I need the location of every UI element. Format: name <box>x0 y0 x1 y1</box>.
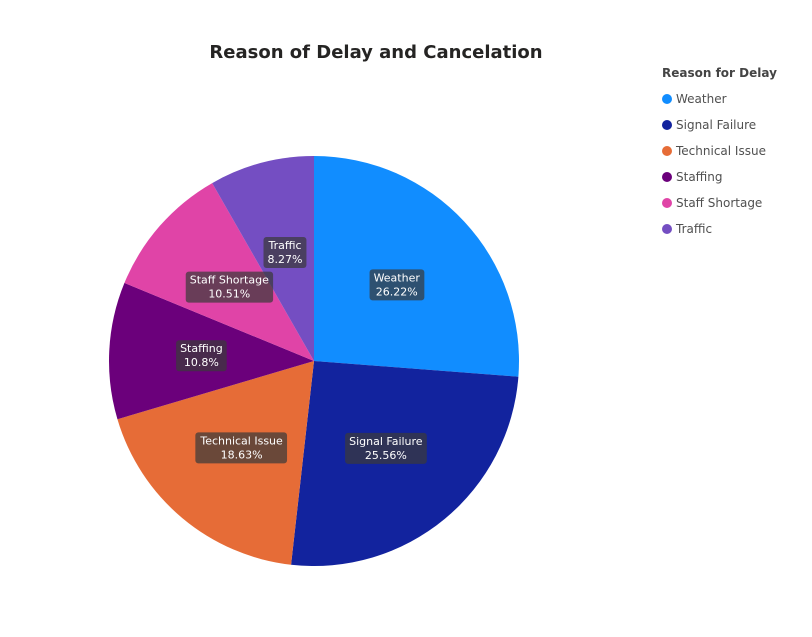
slice-label-name: Weather <box>374 271 421 284</box>
legend-marker <box>662 172 672 182</box>
slice-label-name: Signal Failure <box>349 435 423 448</box>
legend-marker <box>662 198 672 208</box>
legend-label: Technical Issue <box>676 144 766 158</box>
slice-label-percent: 25.56% <box>365 449 407 462</box>
legend-items: Weather Signal Failure Technical Issue Staf… <box>662 86 812 242</box>
legend-marker <box>662 146 672 156</box>
legend-label: Weather <box>676 92 727 106</box>
legend-item-staff-shortage[interactable]: Staff Shortage <box>662 190 812 216</box>
legend-item-technical-issue[interactable]: Technical Issue <box>662 138 812 164</box>
legend-title: Reason for Delay <box>662 66 777 80</box>
legend-label: Staff Shortage <box>676 196 763 210</box>
legend: Reason for Delay Weather Signal Failure Te… <box>662 66 812 242</box>
legend-label: Signal Failure <box>676 118 757 132</box>
legend-marker <box>662 224 672 234</box>
legend-marker <box>662 120 672 130</box>
slice-label-percent: 18.63% <box>221 448 263 461</box>
slice-label-percent: 8.27% <box>268 253 303 266</box>
slice-label-percent: 26.22% <box>376 285 418 298</box>
legend-item-traffic[interactable]: Traffic <box>662 216 812 242</box>
slice-label-name: Staffing <box>180 342 223 355</box>
legend-label: Traffic <box>676 222 713 236</box>
slice-label-name: Technical Issue <box>199 434 283 447</box>
legend-label: Staffing <box>676 170 723 184</box>
chart-title: Reason of Delay and Cancelation <box>209 42 543 63</box>
legend-marker <box>662 94 672 104</box>
legend-item-staffing[interactable]: Staffing <box>662 164 812 190</box>
slice-label-percent: 10.8% <box>184 356 219 369</box>
pie-slice-traffic[interactable] <box>212 156 314 361</box>
legend-item-weather[interactable]: Weather <box>662 86 812 112</box>
pie-slices <box>108 156 519 566</box>
slice-label-name: Staff Shortage <box>190 274 269 287</box>
legend-item-signal-failure[interactable]: Signal Failure <box>662 112 812 138</box>
slice-label-percent: 10.51% <box>208 288 250 301</box>
slice-label-name: Traffic <box>268 239 302 252</box>
pie-slice-weather[interactable] <box>314 156 519 377</box>
